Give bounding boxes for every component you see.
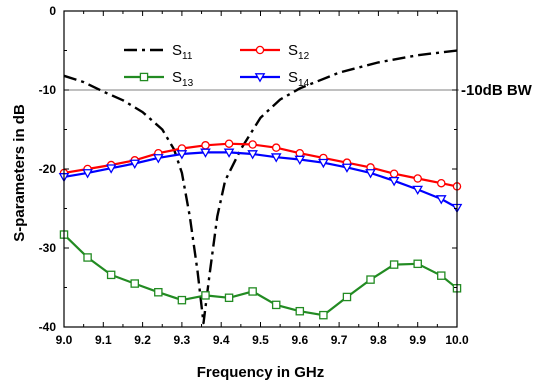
axes-group: 9.0 9.1 9.2 9.3 9.4 9.5 9.6 9.7 9.8 9.9 10.0 0 -10 -2… [39,4,469,347]
data-point-triangle [247,150,258,160]
data-point-square [389,260,399,269]
y-axis-title: S-parameters in dB [11,104,28,242]
series-group [58,49,463,325]
data-point-triangle [318,158,329,169]
x-tick-label: 9.5 [252,333,269,347]
x-tick-label: 9.6 [291,333,308,347]
data-point-square [177,295,187,305]
data-point-square [83,253,92,262]
data-point-square [413,259,422,269]
data-point-triangle [412,185,424,196]
y-tick-label: 0 [49,4,56,18]
x-tick-label: 9.9 [409,333,426,347]
legend: S11 S12 S13 S14 [124,42,310,89]
data-point-square [248,287,257,296]
series-line-s13 [63,233,458,317]
series-line-s11 [63,49,458,325]
data-point-square [201,291,210,300]
data-point-circle [437,178,446,188]
data-point-square [437,271,446,280]
data-point-triangle [254,73,266,83]
data-point-triangle [270,153,282,163]
data-point-circle [224,139,234,148]
data-point-circle [271,143,281,152]
x-tick-label: 9.0 [56,333,73,347]
data-point-triangle [153,154,164,164]
legend-item-s13: S13 [124,69,194,89]
reference-line-label: -10dB BW [461,82,533,99]
x-tick-label: 9.8 [370,333,387,347]
data-point-square [139,72,149,82]
data-point-triangle [365,169,376,179]
data-point-square [295,306,305,316]
legend-label: S12 [288,42,310,62]
data-point-square [271,300,281,310]
x-tick-label: 9.2 [134,333,151,347]
series-s13 [59,230,462,320]
legend-label: S13 [172,69,194,89]
series-s14 [58,148,463,214]
data-point-square [106,270,116,280]
data-point-triangle [129,159,141,169]
reference-line-group: -10dB BW [64,82,533,99]
series-s11 [63,49,458,325]
data-point-triangle [435,195,447,205]
series-line-s14 [63,151,458,209]
data-point-triangle [200,148,211,158]
legend-item-s12: S12 [240,42,310,62]
data-point-square [319,310,328,320]
data-point-triangle [388,176,400,187]
x-tick-label: 9.1 [95,333,112,347]
x-axis-title: Frequency in GHz [197,364,325,381]
data-point-square [154,287,163,297]
data-point-square [366,275,375,284]
data-point-triangle [105,164,117,174]
x-tick-label: 9.7 [331,333,348,347]
data-point-circle [201,141,210,150]
data-point-triangle [223,148,235,158]
data-point-circle [389,169,399,178]
data-point-circle [248,140,257,149]
data-point-square [342,292,352,302]
legend-label: S11 [172,42,193,62]
y-tick-label: -40 [39,320,57,334]
data-point-circle [255,45,265,55]
data-point-triangle [176,150,188,160]
legend-label: S14 [288,69,310,89]
legend-item-s14: S14 [240,69,310,89]
legend-item-s11: S11 [124,42,193,62]
y-tick-label: -30 [39,241,57,255]
data-point-triangle [294,155,306,166]
data-point-square [224,293,234,303]
x-tick-label: 9.3 [174,333,191,347]
data-point-circle [413,174,422,183]
y-tick-label: -10 [39,83,57,97]
x-tick-label: 9.4 [213,333,230,347]
y-tick-label: -20 [39,162,57,176]
x-tick-label: 10.0 [445,333,469,347]
data-point-triangle [82,169,93,179]
data-point-square [130,279,139,288]
data-point-triangle [341,163,353,173]
